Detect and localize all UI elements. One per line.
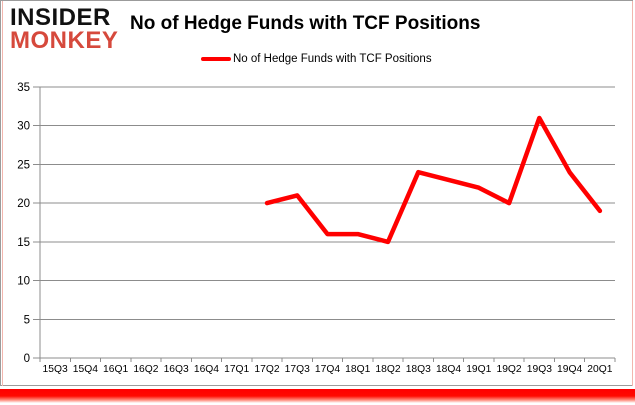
- chart-title: No of Hedge Funds with TCF Positions: [130, 13, 481, 34]
- x-axis-tick-label: 19Q2: [496, 364, 521, 375]
- x-axis-tick-label: 16Q2: [133, 364, 158, 375]
- y-axis-tick-label: 15: [17, 237, 30, 249]
- x-axis-tick-label: 16Q1: [103, 364, 128, 375]
- x-axis-tick-label: 17Q3: [285, 364, 310, 375]
- x-axis-tick-label: 16Q4: [194, 364, 219, 375]
- x-axis-tick-label: 17Q2: [254, 364, 279, 375]
- legend-label: No of Hedge Funds with TCF Positions: [233, 53, 432, 65]
- y-axis-tick-label: 0: [24, 353, 30, 365]
- x-axis-tick-label: 18Q2: [375, 364, 400, 375]
- y-axis-tick-label: 30: [17, 121, 30, 133]
- left-accent-line: [2, 1, 3, 386]
- x-axis-tick-label: 17Q4: [315, 364, 340, 375]
- logo-line2: MONKEY: [10, 26, 119, 54]
- x-axis-tick-label: 18Q1: [345, 364, 370, 375]
- legend-line-marker: [201, 57, 231, 61]
- x-axis-tick-label: 18Q3: [406, 364, 431, 375]
- x-axis-tick-label: 19Q4: [557, 364, 582, 375]
- insider-monkey-logo: INSIDER MONKEY: [10, 4, 119, 54]
- y-axis-tick-label: 25: [17, 159, 30, 171]
- x-axis-tick-label: 18Q4: [436, 364, 461, 375]
- red-bottom-bar: [0, 389, 635, 403]
- y-axis-tick-label: 20: [17, 198, 30, 210]
- right-accent-line: [632, 1, 633, 386]
- y-axis-tick-label: 5: [24, 314, 30, 326]
- x-axis-tick-label: 19Q1: [466, 364, 491, 375]
- legend: No of Hedge Funds with TCF Positions: [201, 52, 432, 66]
- x-axis-tick-label: 19Q3: [527, 364, 552, 375]
- x-axis-tick-label: 15Q3: [43, 364, 68, 375]
- y-axis-tick-label: 10: [17, 276, 30, 288]
- x-axis-tick-label: 15Q4: [73, 364, 98, 375]
- line-chart: 0 5 10 15 20 25 30 35 15Q3 15Q4 16Q1 16Q2 16Q3 16Q4 17…: [17, 82, 616, 375]
- series-line: [264, 115, 603, 245]
- y-axis-tick-label: 35: [17, 82, 30, 94]
- logo-line1: INSIDER: [10, 4, 111, 31]
- x-axis-tick-label: 16Q3: [164, 364, 189, 375]
- x-axis-tick-label: 17Q1: [224, 364, 249, 375]
- chart-frame: [0, 0, 633, 386]
- x-axis-tick-label: 20Q1: [587, 364, 612, 375]
